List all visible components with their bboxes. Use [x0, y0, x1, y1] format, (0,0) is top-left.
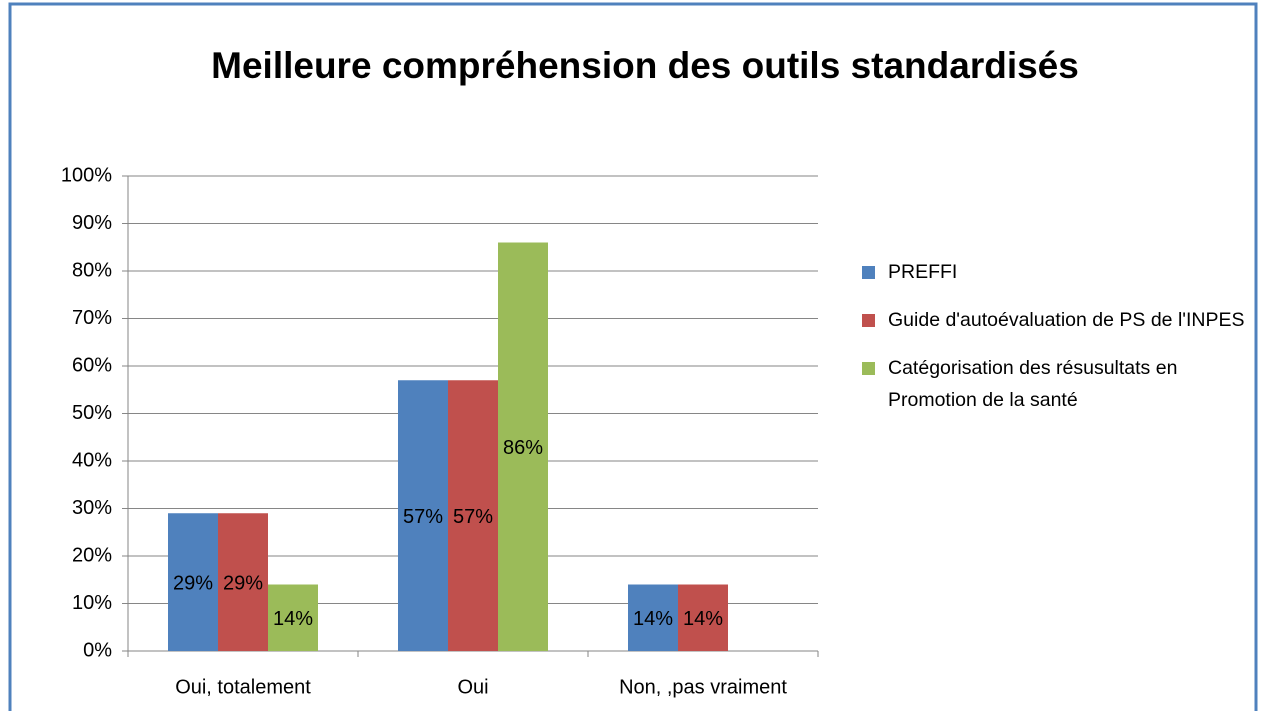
y-tick-label: 70%: [72, 307, 112, 329]
data-label: 57%: [453, 506, 493, 528]
data-label: 86%: [503, 437, 543, 459]
data-label: 14%: [633, 608, 673, 630]
y-tick-label: 20%: [72, 544, 112, 566]
legend-item: PREFFI: [862, 256, 1258, 288]
legend: PREFFI Guide d'autoévaluation de PS de l'…: [862, 256, 1258, 432]
bar: [678, 584, 728, 651]
legend-label: Guide d'autoévaluation de PS de l'INPES: [888, 309, 1245, 331]
bar: [628, 584, 678, 651]
legend-item: Catégorisation des résusultats en Promot…: [862, 352, 1258, 416]
y-tick-label: 10%: [72, 592, 112, 614]
bar: [448, 380, 498, 651]
data-label: 14%: [273, 608, 313, 630]
data-label: 57%: [403, 506, 443, 528]
legend-swatch: [862, 314, 875, 327]
y-tick-label: 30%: [72, 497, 112, 519]
x-tick-label: Oui: [457, 676, 488, 698]
x-tick-label: Oui, totalement: [175, 676, 311, 698]
legend-label: PREFFI: [888, 261, 958, 283]
bar: [218, 513, 268, 651]
bar: [398, 380, 448, 651]
y-tick-label: 80%: [72, 259, 112, 281]
legend-swatch: [862, 266, 875, 279]
y-tick-label: 0%: [83, 639, 112, 661]
data-label: 29%: [173, 572, 213, 594]
bar: [268, 584, 318, 651]
chart-title: Meilleure compréhension des outils stand…: [211, 45, 1079, 86]
chart-frame: [8, 2, 1258, 711]
y-tick-label: 50%: [72, 402, 112, 424]
legend-label: Catégorisation des résusultats en Promot…: [888, 357, 1178, 411]
bar: [168, 513, 218, 651]
bar: [498, 242, 548, 651]
data-label: 14%: [683, 608, 723, 630]
data-label: 29%: [223, 572, 263, 594]
y-tick-label: 90%: [72, 212, 112, 234]
y-tick-label: 40%: [72, 449, 112, 471]
legend-swatch: [862, 362, 875, 375]
legend-item: Guide d'autoévaluation de PS de l'INPES: [862, 304, 1258, 336]
y-tick-label: 60%: [72, 354, 112, 376]
x-tick-label: Non, ,pas vraiment: [619, 676, 787, 698]
y-tick-label: 100%: [61, 164, 112, 186]
